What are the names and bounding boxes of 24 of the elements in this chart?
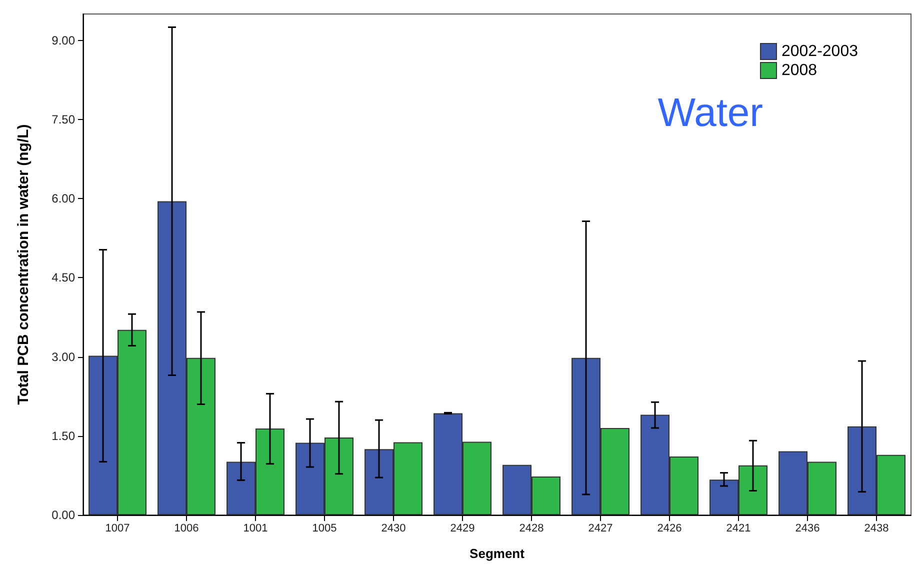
legend-label: 2008 xyxy=(781,62,818,79)
y-tick-label: 0.00 xyxy=(52,508,76,522)
x-tick-label: 1006 xyxy=(174,522,199,534)
y-axis-title: Total PCB concentration in water (ng/L) xyxy=(15,124,32,405)
y-tick-label: 6.00 xyxy=(52,192,76,206)
legend-label: 2002-2003 xyxy=(781,43,858,60)
x-tick-label: 2426 xyxy=(657,522,682,534)
x-tick-label: 2421 xyxy=(726,522,751,534)
x-tick-label: 2438 xyxy=(864,522,889,534)
y-tick-label: 9.00 xyxy=(52,33,76,48)
x-tick-label: 2436 xyxy=(795,522,820,534)
x-tick-label: 2427 xyxy=(588,522,613,534)
y-tick-label: 1.50 xyxy=(52,428,76,443)
x-tick-label: 2429 xyxy=(450,522,475,534)
y-tick-label: 3.00 xyxy=(52,350,76,364)
x-tick-label: 2428 xyxy=(519,522,544,534)
y-tick-label: 4.50 xyxy=(52,270,76,285)
x-tick-label: 1007 xyxy=(105,522,130,534)
x-tick-label: 1005 xyxy=(312,522,337,534)
x-tick-label: 1001 xyxy=(243,522,268,534)
annotation: Water xyxy=(658,91,764,135)
x-axis-title: Segment xyxy=(470,546,526,561)
y-tick-label: 7.50 xyxy=(52,112,76,126)
x-tick-label: 2430 xyxy=(381,522,406,534)
